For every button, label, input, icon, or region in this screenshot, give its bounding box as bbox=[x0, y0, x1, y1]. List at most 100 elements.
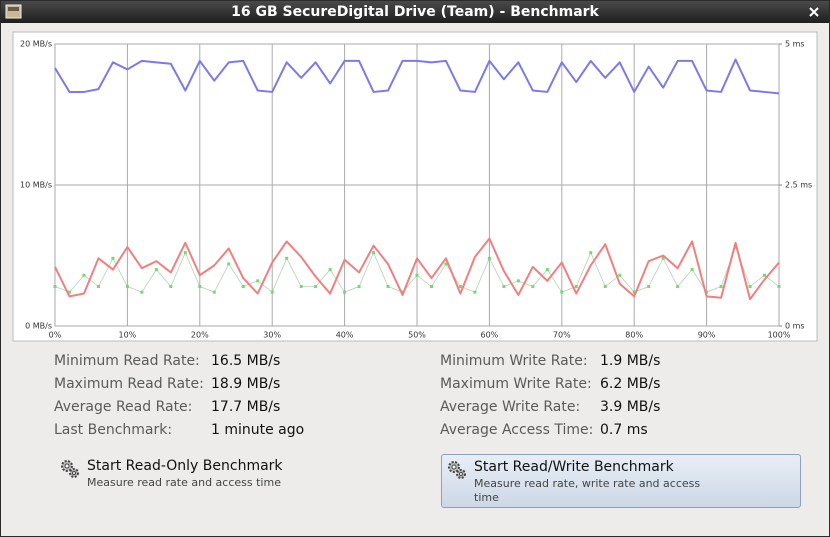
x-tick-label: 30% bbox=[263, 331, 281, 340]
access-point bbox=[270, 290, 274, 294]
access-point bbox=[198, 285, 202, 289]
access-point bbox=[285, 256, 289, 260]
x-tick-label: 70% bbox=[553, 331, 571, 340]
stat-value: 16.5 MB/s bbox=[211, 353, 281, 369]
access-point bbox=[502, 285, 506, 289]
access-point bbox=[574, 285, 578, 289]
access-point bbox=[154, 268, 158, 272]
access-point bbox=[734, 245, 738, 249]
access-point bbox=[372, 251, 376, 255]
access-point bbox=[169, 285, 173, 289]
access-point bbox=[473, 290, 477, 294]
access-point bbox=[690, 268, 694, 272]
access-point bbox=[401, 290, 405, 294]
access-point bbox=[589, 251, 593, 255]
button-title: Start Read-Only Benchmark bbox=[87, 458, 283, 474]
access-point bbox=[256, 279, 260, 283]
window-icon bbox=[5, 4, 22, 19]
title-bar: 16 GB SecureDigital Drive (Team) - Bench… bbox=[1, 1, 829, 23]
stat-label: Minimum Write Rate: bbox=[440, 353, 588, 369]
button-title: Start Read/Write Benchmark bbox=[474, 459, 674, 475]
access-point bbox=[67, 290, 71, 294]
access-point bbox=[429, 285, 433, 289]
button-description: Measure read rate and access time bbox=[87, 476, 281, 489]
y-tick-label: 20 MB/s bbox=[20, 40, 52, 49]
gear-icon bbox=[61, 460, 79, 478]
access-point bbox=[676, 285, 680, 289]
x-tick-label: 90% bbox=[698, 331, 716, 340]
x-tick-label: 0% bbox=[49, 331, 62, 340]
stat-value: 17.7 MB/s bbox=[211, 399, 281, 415]
stat-label: Maximum Write Rate: bbox=[440, 376, 592, 392]
access-point bbox=[314, 285, 318, 289]
stat-value: 0.7 ms bbox=[600, 422, 648, 438]
access-point bbox=[415, 273, 419, 277]
rate-line bbox=[54, 58, 780, 95]
access-point bbox=[343, 290, 347, 294]
access-point bbox=[531, 285, 535, 289]
gear-icon bbox=[448, 461, 466, 479]
access-point bbox=[241, 285, 245, 289]
stat-label: Average Access Time: bbox=[440, 422, 594, 438]
access-point bbox=[603, 285, 607, 289]
benchmark-button[interactable]: Start Read-Only Benchmark Measure read ra… bbox=[55, 454, 415, 506]
stat-label: Average Read Rate: bbox=[54, 399, 193, 415]
x-tick-label: 10% bbox=[119, 331, 137, 340]
button-description: Measure read rate, write rate and access… bbox=[474, 477, 701, 504]
access-point bbox=[748, 285, 752, 289]
x-tick-label: 60% bbox=[481, 331, 499, 340]
stat-value: 18.9 MB/s bbox=[211, 376, 281, 392]
window-title: 16 GB SecureDigital Drive (Team) - Bench… bbox=[231, 4, 599, 20]
rate-line bbox=[54, 237, 780, 301]
access-point bbox=[328, 268, 332, 272]
y-tick-label: 0 MB/s bbox=[25, 322, 52, 331]
access-point bbox=[212, 290, 216, 294]
stat-label: Average Write Rate: bbox=[440, 399, 581, 415]
access-point bbox=[632, 290, 636, 294]
access-point bbox=[545, 268, 549, 272]
y2-tick-label: 5 ms bbox=[785, 40, 805, 49]
access-point bbox=[458, 285, 462, 289]
x-tick-label: 20% bbox=[191, 331, 209, 340]
access-point bbox=[53, 285, 57, 289]
access-point bbox=[719, 285, 723, 289]
access-point bbox=[763, 273, 767, 277]
benchmark-button[interactable]: Start Read/Write Benchmark Measure read r… bbox=[441, 454, 801, 508]
access-point bbox=[705, 290, 709, 294]
x-tick-label: 50% bbox=[408, 331, 426, 340]
access-point bbox=[661, 256, 665, 260]
access-point bbox=[357, 285, 361, 289]
access-point bbox=[227, 262, 231, 266]
close-button[interactable] bbox=[807, 5, 821, 19]
chart: 0% 10% 20% 30% 40% 50% 60% 70% 80% 90% 100% 0 MB/s 1… bbox=[12, 31, 818, 342]
access-point bbox=[487, 256, 491, 260]
access-point bbox=[560, 290, 564, 294]
access-point bbox=[516, 279, 520, 283]
access-point bbox=[96, 285, 100, 289]
stat-label: Last Benchmark: bbox=[54, 422, 173, 438]
access-point bbox=[777, 285, 781, 289]
x-tick-label: 80% bbox=[625, 331, 643, 340]
access-point bbox=[299, 285, 303, 289]
access-point bbox=[183, 251, 187, 255]
stat-value: 6.2 MB/s bbox=[600, 376, 661, 392]
access-point bbox=[82, 273, 86, 277]
stat-value: 1 minute ago bbox=[211, 422, 305, 438]
access-point bbox=[140, 290, 144, 294]
y2-tick-label: 2.5 ms bbox=[785, 181, 812, 190]
x-tick-label: 100% bbox=[768, 331, 791, 340]
stat-value: 3.9 MB/s bbox=[600, 399, 661, 415]
stat-label: Minimum Read Rate: bbox=[54, 353, 200, 369]
y-tick-label: 10 MB/s bbox=[20, 181, 52, 190]
access-point bbox=[386, 285, 390, 289]
access-point bbox=[647, 285, 651, 289]
stat-value: 1.9 MB/s bbox=[600, 353, 661, 369]
access-point bbox=[618, 273, 622, 277]
x-tick-label: 40% bbox=[336, 331, 354, 340]
access-point bbox=[125, 285, 129, 289]
access-point bbox=[111, 256, 115, 260]
stat-label: Maximum Read Rate: bbox=[54, 376, 204, 392]
y2-tick-label: 0 ms bbox=[785, 322, 805, 331]
